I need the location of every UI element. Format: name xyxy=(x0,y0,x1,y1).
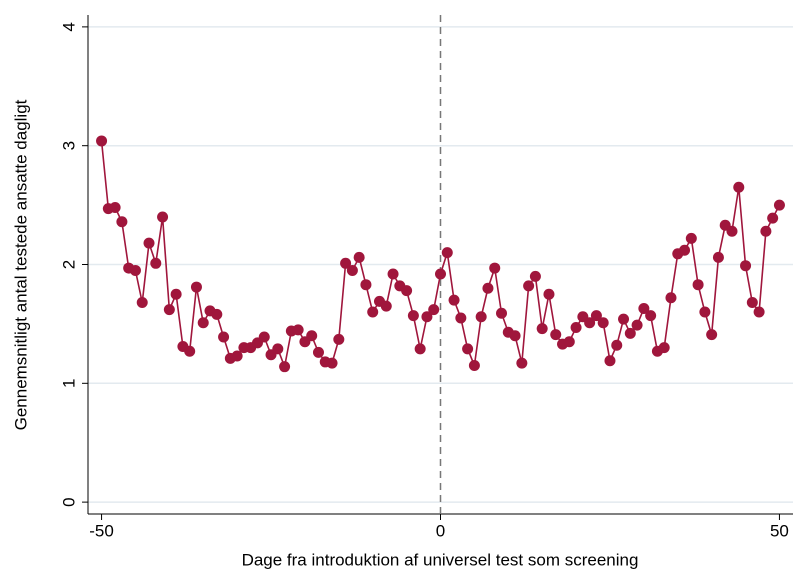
data-point xyxy=(496,307,508,319)
data-point xyxy=(468,359,480,371)
data-point xyxy=(360,279,372,291)
data-point xyxy=(590,310,602,322)
data-point xyxy=(726,225,738,237)
data-point xyxy=(353,251,365,263)
data-point xyxy=(455,312,467,324)
data-point xyxy=(96,135,108,147)
data-point xyxy=(109,201,121,213)
data-point xyxy=(367,306,379,318)
data-point xyxy=(421,311,433,323)
data-point xyxy=(190,281,202,293)
data-point xyxy=(407,310,419,322)
data-point xyxy=(712,251,724,263)
y-tick-label: 3 xyxy=(59,141,78,150)
data-point xyxy=(597,317,609,329)
data-point xyxy=(441,247,453,259)
data-point xyxy=(760,225,772,237)
data-point xyxy=(150,257,162,269)
data-point xyxy=(767,212,779,224)
data-point xyxy=(733,181,745,193)
data-point xyxy=(550,329,562,341)
data-point xyxy=(740,260,752,272)
data-point xyxy=(136,297,148,309)
y-tick-label: 0 xyxy=(59,497,78,506)
data-point xyxy=(462,343,474,355)
data-point xyxy=(516,357,528,369)
data-point xyxy=(624,327,636,339)
data-point xyxy=(706,329,718,341)
data-point xyxy=(529,270,541,282)
y-tick-label: 2 xyxy=(59,260,78,269)
data-point xyxy=(401,285,413,297)
data-point xyxy=(129,264,141,276)
data-point xyxy=(665,292,677,304)
data-point xyxy=(489,262,501,274)
data-point xyxy=(679,244,691,256)
data-point xyxy=(380,300,392,312)
data-point xyxy=(435,268,446,280)
data-point xyxy=(306,330,318,342)
data-point xyxy=(387,268,399,280)
data-point xyxy=(333,333,345,345)
data-point xyxy=(258,331,270,343)
data-point xyxy=(170,288,182,300)
data-point xyxy=(312,346,324,358)
data-point xyxy=(143,237,155,249)
data-point xyxy=(197,317,209,329)
data-point xyxy=(618,313,630,325)
data-point xyxy=(631,319,643,331)
data-point xyxy=(163,304,175,316)
data-point xyxy=(563,336,575,348)
data-point xyxy=(584,317,596,329)
data-point xyxy=(536,323,548,335)
data-point xyxy=(645,310,657,322)
data-point xyxy=(746,297,758,309)
data-point xyxy=(428,304,440,316)
data-point xyxy=(414,343,426,355)
x-tick-label: -50 xyxy=(89,521,114,540)
x-tick-label: 50 xyxy=(770,521,789,540)
data-point xyxy=(448,294,460,306)
y-axis-label: Gennemsnitligt antal testede ansatte dag… xyxy=(11,99,30,430)
data-point xyxy=(699,306,711,318)
data-point xyxy=(604,355,616,367)
data-point xyxy=(658,342,670,354)
data-point xyxy=(685,232,697,244)
data-point xyxy=(211,308,223,320)
x-tick-label: 0 xyxy=(436,521,445,540)
data-point xyxy=(482,282,494,294)
data-point xyxy=(340,257,352,269)
data-point xyxy=(326,357,338,369)
data-point xyxy=(523,280,535,292)
data-point xyxy=(292,324,304,336)
data-point xyxy=(509,330,521,342)
data-point xyxy=(638,302,650,314)
data-point xyxy=(231,350,243,362)
data-point xyxy=(753,306,765,318)
data-point xyxy=(346,264,358,276)
data-point xyxy=(692,279,704,291)
data-point xyxy=(570,321,582,333)
y-tick-label: 4 xyxy=(59,22,78,31)
data-point xyxy=(157,211,169,223)
data-point xyxy=(184,345,196,357)
data-point xyxy=(218,331,230,343)
data-point xyxy=(116,216,128,228)
data-point xyxy=(773,199,785,211)
data-point xyxy=(475,311,487,323)
data-point xyxy=(611,339,623,351)
data-point xyxy=(543,288,555,300)
y-tick-label: 1 xyxy=(59,379,78,388)
data-point xyxy=(279,361,291,373)
x-axis-label: Dage fra introduktion af universel test … xyxy=(242,550,639,569)
data-point xyxy=(272,343,284,355)
